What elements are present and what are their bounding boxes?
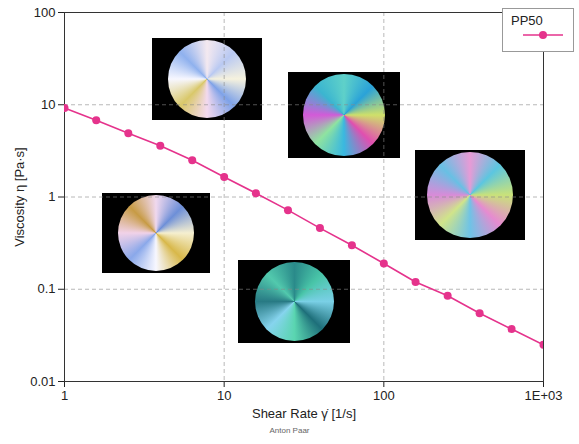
- svg-text:1: 1: [61, 388, 68, 403]
- svg-text:Shear Rate γ̇ [1/s]: Shear Rate γ̇ [1/s]: [252, 406, 356, 421]
- svg-text:1: 1: [48, 189, 55, 204]
- svg-text:10: 10: [217, 388, 231, 403]
- svg-text:0.01: 0.01: [30, 374, 55, 389]
- svg-text:100: 100: [34, 5, 56, 20]
- svg-text:10: 10: [41, 97, 55, 112]
- svg-text:1E+03: 1E+03: [525, 388, 563, 403]
- html-text:PP50: PP50: [511, 13, 543, 28]
- svg-text:Viscosity η [Pa·s]: Viscosity η [Pa·s]: [12, 147, 27, 246]
- html-text:Anton Paar: Anton Paar: [269, 426, 310, 435]
- svg-text:100: 100: [373, 388, 395, 403]
- svg-text:0.1: 0.1: [37, 281, 55, 296]
